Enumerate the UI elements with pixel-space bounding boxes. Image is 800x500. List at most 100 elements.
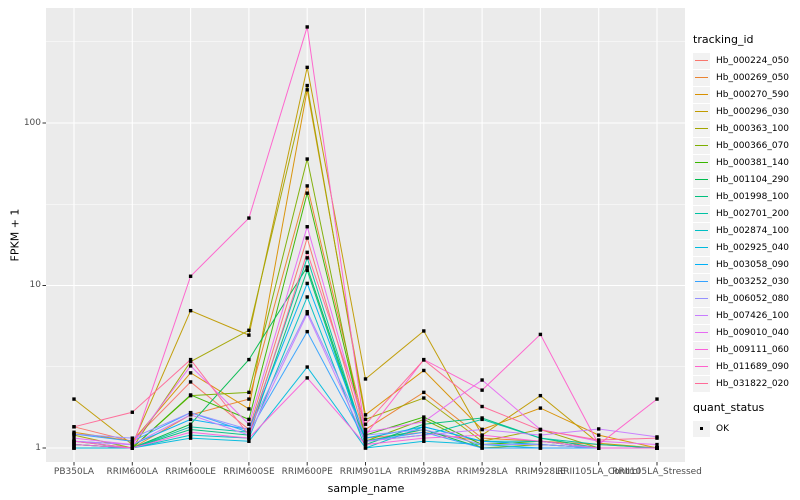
series-color-line-icon <box>695 128 708 129</box>
legend-item-label: Hb_000381_140 <box>716 157 790 168</box>
legend-item-label: Hb_009010_040 <box>716 327 790 338</box>
legend-item: Hb_003252_030 <box>693 273 789 290</box>
legend-key-swatch <box>693 52 710 69</box>
legend-item-label: Hb_002701_200 <box>716 208 790 219</box>
legend-item-label: Hb_000270_590 <box>716 89 790 100</box>
y-tick-label: 1 <box>35 442 41 453</box>
legend-key-swatch <box>693 86 710 103</box>
legend-item: Hb_000363_100 <box>693 120 789 137</box>
legend-key-swatch <box>693 137 710 154</box>
x-tick-label: RRIM928LE <box>514 467 566 477</box>
legend-item-list: Hb_000224_050 Hb_000269_050 Hb_000270_590 H… <box>693 52 789 392</box>
legend-key-swatch <box>693 358 710 375</box>
legend-item-label: Hb_000269_050 <box>716 72 790 83</box>
x-tick-label: RRIM928BA <box>397 467 451 477</box>
legend-key-swatch <box>693 69 710 86</box>
legend-key-swatch <box>693 103 710 120</box>
legend-item: Hb_002925_040 <box>693 239 789 256</box>
legend-key-swatch <box>693 290 710 307</box>
series-color-line-icon <box>695 196 708 197</box>
y-axis-title: FPKM + 1 <box>8 208 22 262</box>
legend-key-swatch <box>693 375 710 392</box>
legend-item: Hb_000269_050 <box>693 69 789 86</box>
legend-item-label: Hb_031822_020 <box>716 378 790 389</box>
legend-key-swatch <box>693 205 710 222</box>
legend-title-quant-status: quant_status <box>693 401 765 414</box>
series-color-line-icon <box>695 145 708 146</box>
legend-item-label: OK <box>716 423 729 434</box>
x-tick-label: RRIM600LA <box>106 467 159 477</box>
series-color-line-icon <box>695 111 708 112</box>
x-tick-label: RRIM600SE <box>223 467 275 477</box>
series-color-line-icon <box>695 230 708 231</box>
legend-key-swatch <box>693 273 710 290</box>
series-color-line-icon <box>695 77 708 78</box>
legend-key-swatch <box>693 222 710 239</box>
legend-item: Hb_000224_050 <box>693 52 789 69</box>
legend-item: Hb_001104_290 <box>693 171 789 188</box>
legend-key-swatch <box>693 307 710 324</box>
legend-key-swatch <box>693 239 710 256</box>
legend-item-label: Hb_000363_100 <box>716 123 790 134</box>
series-color-line-icon <box>695 366 708 367</box>
legend-quant-status: quant_status OK <box>693 401 764 437</box>
legend-item-label: Hb_000366_070 <box>716 140 790 151</box>
y-tick-label: 100 <box>23 117 41 128</box>
x-tick-label: RRII105LA_Control <box>556 467 641 477</box>
legend-item: Hb_000296_030 <box>693 103 789 120</box>
legend-item-label: Hb_003252_030 <box>716 276 790 287</box>
legend-item-label: Hb_007426_100 <box>716 310 790 321</box>
series-color-line-icon <box>695 332 708 333</box>
series-color-line-icon <box>695 298 708 299</box>
quant-status-key <box>693 420 710 437</box>
legend-title-tracking-id: tracking_id <box>693 33 754 46</box>
legend-item: Hb_003058_090 <box>693 256 789 273</box>
series-color-line-icon <box>695 179 708 180</box>
x-tick-label: PB350LA <box>53 467 95 477</box>
series-color-line-icon <box>695 281 708 282</box>
legend-key-swatch <box>693 324 710 341</box>
point-marker-icon <box>699 426 704 431</box>
legend-item: Hb_002874_100 <box>693 222 789 239</box>
x-tick-label: RRII105LA_Stressed <box>612 467 702 477</box>
series-color-line-icon <box>695 264 708 265</box>
series-color-line-icon <box>695 162 708 163</box>
x-tick-label: RRIM901LA <box>339 467 392 477</box>
legend-item-label: Hb_002874_100 <box>716 225 790 236</box>
legend-item: Hb_011689_090 <box>693 358 789 375</box>
legend-tracking-id: tracking_id Hb_000224_050 Hb_000269_050 Hb… <box>693 33 789 392</box>
legend-item: Hb_000270_590 <box>693 86 789 103</box>
legend-item: Hb_031822_020 <box>693 375 789 392</box>
legend-key-swatch <box>693 188 710 205</box>
legend-item-label: Hb_011689_090 <box>716 361 790 372</box>
legend-item: Hb_001998_100 <box>693 188 789 205</box>
legend-item-label: Hb_001998_100 <box>716 191 790 202</box>
legend-item: Hb_002701_200 <box>693 205 789 222</box>
series-color-line-icon <box>695 315 708 316</box>
legend-item-label: Hb_000296_030 <box>716 106 790 117</box>
legend-key-swatch <box>693 171 710 188</box>
series-color-line-icon <box>695 383 708 384</box>
legend-item-label: Hb_009111_060 <box>716 344 790 355</box>
legend-item: Hb_000366_070 <box>693 137 789 154</box>
x-tick-label: RRIM600PE <box>281 467 333 477</box>
series-color-line-icon <box>695 349 708 350</box>
legend-item-label: Hb_000224_050 <box>716 55 790 66</box>
x-tick-label: RRIM928LA <box>456 467 508 477</box>
x-axis-title: sample_name <box>327 482 405 495</box>
series-color-line-icon <box>695 213 708 214</box>
x-tick-label: RRIM600LE <box>165 467 216 477</box>
legend-key-swatch <box>693 341 710 358</box>
series-color-line-icon <box>695 247 708 248</box>
legend-key-swatch <box>693 154 710 171</box>
legend-item: Hb_009010_040 <box>693 324 789 341</box>
legend-key-swatch <box>693 256 710 273</box>
legend-item-ok: OK <box>693 420 764 437</box>
legend-key-swatch <box>693 120 710 137</box>
legend-item: Hb_000381_140 <box>693 154 789 171</box>
legend-item: Hb_009111_060 <box>693 341 789 358</box>
legend-item-label: Hb_002925_040 <box>716 242 790 253</box>
legend-item-label: Hb_006052_080 <box>716 293 790 304</box>
